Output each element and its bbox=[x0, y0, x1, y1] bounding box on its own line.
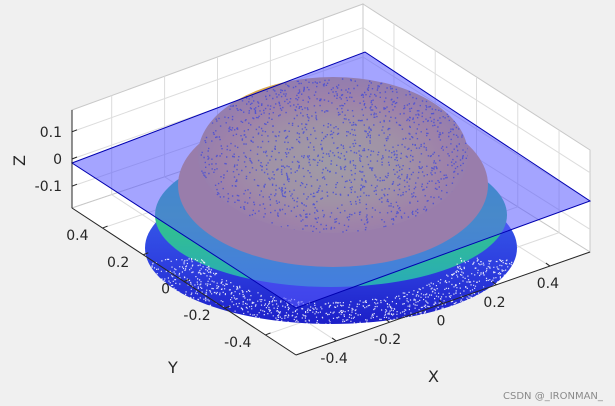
x-tick-label: -0.2 bbox=[374, 332, 401, 348]
z-tick bbox=[71, 156, 78, 160]
y-tick-label: 0.4 bbox=[66, 228, 88, 244]
z-axis-label: Z bbox=[10, 155, 29, 166]
x-tick bbox=[438, 300, 444, 304]
z-grid-line-left bbox=[71, 27, 364, 133]
y-tick-label: 0 bbox=[161, 282, 170, 298]
z-tick-label: -0.1 bbox=[35, 179, 62, 195]
z-grid-line-right bbox=[362, 27, 591, 174]
y-tick-label: 0.2 bbox=[107, 255, 129, 271]
x-tick bbox=[545, 262, 551, 267]
z-tick-label: 0.1 bbox=[40, 125, 62, 141]
x-tick bbox=[492, 281, 497, 286]
x-axis-label: X bbox=[428, 367, 439, 386]
base-speckle bbox=[151, 257, 513, 325]
y-tick-label: -0.4 bbox=[224, 335, 251, 351]
y-tick bbox=[265, 332, 271, 336]
x-tick bbox=[331, 337, 337, 342]
y-axis-label: Y bbox=[167, 358, 178, 377]
x-tick-label: 0.4 bbox=[537, 276, 559, 292]
watermark: CSDN @_IRONMAN_ bbox=[503, 391, 604, 402]
y-tick bbox=[102, 225, 108, 229]
x-tick-label: 0 bbox=[437, 314, 446, 330]
y-tick-label: -0.2 bbox=[183, 308, 210, 324]
tick-labels: -0.4 -0.2 0 0.2 0.4 -0.4 -0.2 0 0.2 0.4 -0.1 0 0.1 bbox=[35, 125, 559, 367]
y-tick bbox=[224, 305, 230, 309]
x-tick-label: -0.4 bbox=[320, 351, 347, 367]
z-tick bbox=[71, 183, 78, 187]
x-tick bbox=[385, 318, 390, 323]
z-tick-label: 0 bbox=[53, 152, 62, 168]
y-tick bbox=[143, 252, 149, 256]
x-tick-label: 0.2 bbox=[483, 295, 505, 311]
z-tick bbox=[71, 129, 78, 133]
y-tick bbox=[183, 279, 190, 282]
base-points bbox=[151, 257, 513, 325]
zero-plane bbox=[70, 51, 592, 309]
tick-marks bbox=[71, 129, 551, 342]
